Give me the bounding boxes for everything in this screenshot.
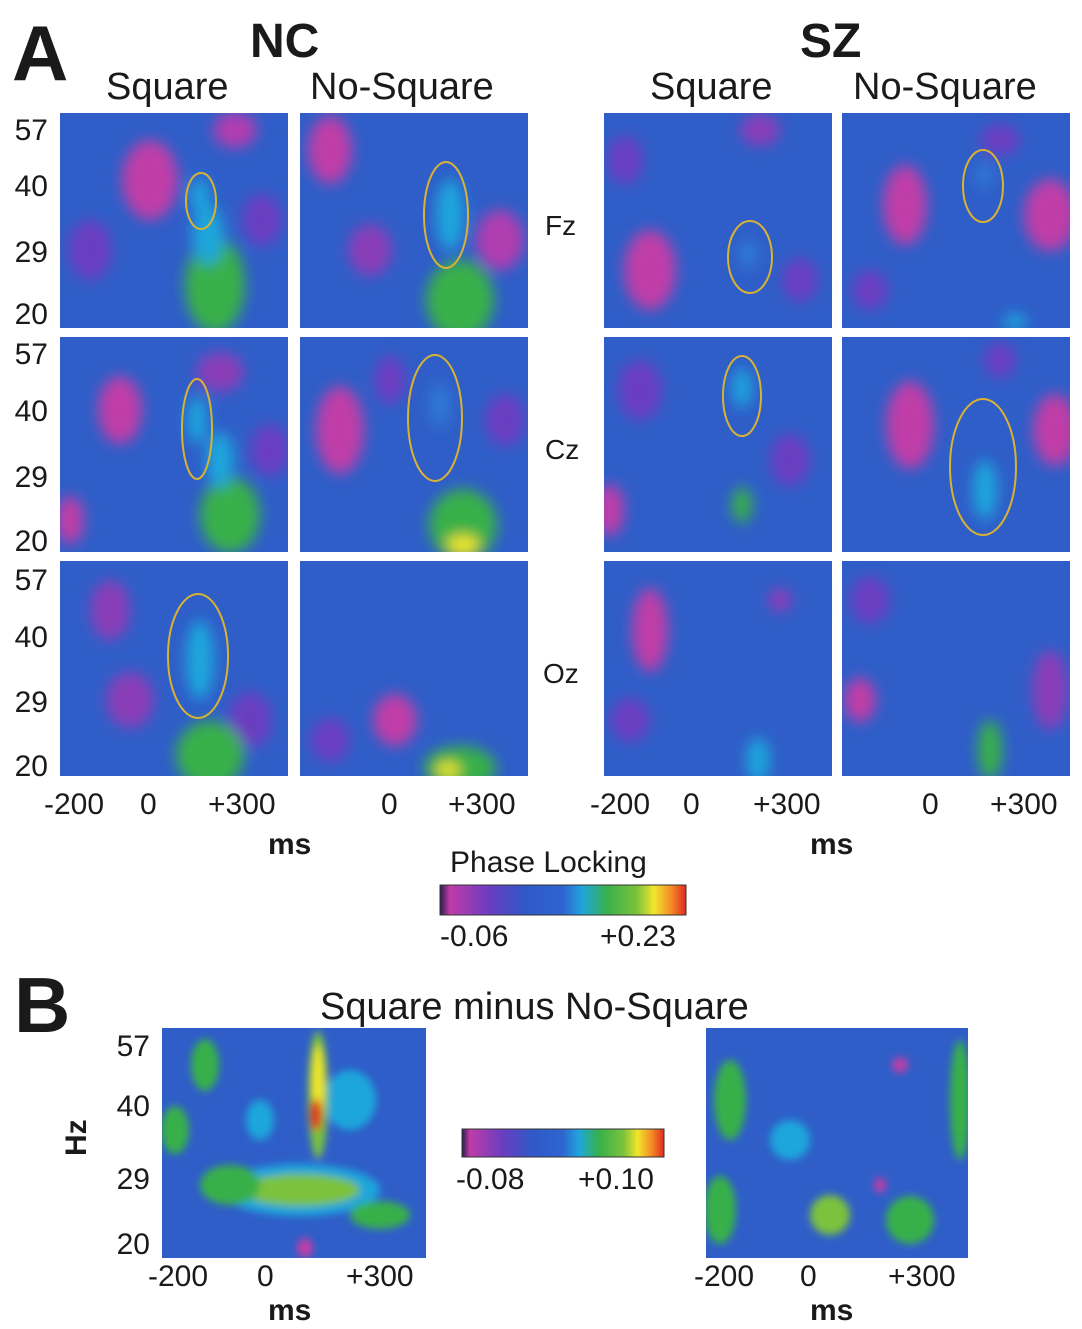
y-tick-57: 57 bbox=[14, 114, 48, 147]
heatmap-nc-no-square-fz bbox=[300, 113, 528, 328]
y-tick-29: 29 bbox=[116, 1163, 150, 1196]
x-axis-unit: ms bbox=[268, 1294, 312, 1327]
x-tick-minus-200: -200 bbox=[590, 788, 651, 821]
colorbar-max-label: +0.10 bbox=[578, 1163, 654, 1196]
colorbar-max-label: +0.23 bbox=[600, 920, 676, 953]
column-label-sz-no-square: No-Square bbox=[853, 66, 1037, 108]
heatmap-nc-no-square-oz bbox=[300, 561, 528, 776]
electrode-label-fz: Fz bbox=[545, 210, 577, 241]
electrode-label-oz: Oz bbox=[543, 658, 579, 689]
heatmap-sz-no-square-fz bbox=[842, 113, 1070, 328]
column-label-nc-no-square: No-Square bbox=[310, 66, 494, 108]
y-tick-57: 57 bbox=[116, 1030, 150, 1063]
y-tick-29: 29 bbox=[14, 686, 48, 719]
y-tick-20: 20 bbox=[14, 525, 48, 558]
y-axis-unit: Hz bbox=[60, 1119, 93, 1156]
heatmap-sz-no-square-oz bbox=[842, 561, 1070, 776]
x-tick-minus-200: -200 bbox=[44, 788, 105, 821]
y-tick-29: 29 bbox=[14, 236, 48, 269]
x-tick-0: 0 bbox=[922, 788, 939, 821]
heatmap-b-nc bbox=[162, 1028, 426, 1258]
x-tick-plus-300: +300 bbox=[888, 1260, 956, 1293]
x-tick-minus-200: -200 bbox=[148, 1260, 209, 1293]
panel-b-letter: B bbox=[14, 961, 71, 1049]
y-tick-20: 20 bbox=[116, 1228, 150, 1261]
heatmap-nc-square-cz bbox=[60, 337, 288, 552]
x-tick-0: 0 bbox=[683, 788, 700, 821]
y-tick-40: 40 bbox=[14, 170, 48, 203]
heatmap-nc-no-square-cz bbox=[300, 337, 528, 552]
x-axis-unit: ms bbox=[810, 828, 854, 861]
x-axis-unit: ms bbox=[810, 1294, 854, 1327]
x-tick-0: 0 bbox=[140, 788, 157, 821]
x-tick-0: 0 bbox=[381, 788, 398, 821]
colorbar-title: Phase Locking bbox=[450, 846, 647, 879]
column-label-sz-square: Square bbox=[650, 66, 773, 108]
y-tick-57: 57 bbox=[14, 338, 48, 371]
x-tick-plus-300: +300 bbox=[753, 788, 821, 821]
x-tick-plus-300: +300 bbox=[448, 788, 516, 821]
heatmap-sz-square-oz bbox=[604, 561, 832, 776]
x-axis-unit: ms bbox=[268, 828, 312, 861]
electrode-label-cz: Cz bbox=[545, 434, 580, 465]
panel-a-letter: A bbox=[12, 9, 69, 97]
colorbar-min-label: -0.08 bbox=[456, 1163, 525, 1196]
x-tick-0: 0 bbox=[257, 1260, 274, 1293]
group-label-nc: NC bbox=[250, 15, 320, 68]
y-tick-40: 40 bbox=[116, 1090, 150, 1123]
heatmap-sz-square-fz bbox=[604, 113, 832, 328]
y-tick-20: 20 bbox=[14, 750, 48, 783]
x-tick-plus-300: +300 bbox=[990, 788, 1058, 821]
panel-b-title: Square minus No-Square bbox=[320, 986, 749, 1028]
y-tick-40: 40 bbox=[14, 395, 48, 428]
y-tick-29: 29 bbox=[14, 461, 48, 494]
x-tick-minus-200: -200 bbox=[694, 1260, 755, 1293]
x-tick-0: 0 bbox=[800, 1260, 817, 1293]
group-label-sz: SZ bbox=[800, 15, 862, 68]
x-tick-plus-300: +300 bbox=[208, 788, 276, 821]
colorbar-min-label: -0.06 bbox=[440, 920, 509, 953]
colorbar-difference bbox=[461, 1128, 665, 1158]
heatmap-nc-square-fz bbox=[60, 113, 288, 328]
column-label-nc-square: Square bbox=[106, 66, 229, 108]
heatmap-sz-square-cz bbox=[604, 337, 832, 552]
heatmap-b-sz bbox=[706, 1028, 968, 1258]
y-tick-20: 20 bbox=[14, 298, 48, 331]
colorbar-phase-locking bbox=[439, 884, 687, 916]
heatmap-sz-no-square-cz bbox=[842, 337, 1070, 552]
y-tick-40: 40 bbox=[14, 621, 48, 654]
x-tick-plus-300: +300 bbox=[346, 1260, 414, 1293]
y-tick-57: 57 bbox=[14, 564, 48, 597]
heatmap-nc-square-oz bbox=[60, 561, 288, 776]
